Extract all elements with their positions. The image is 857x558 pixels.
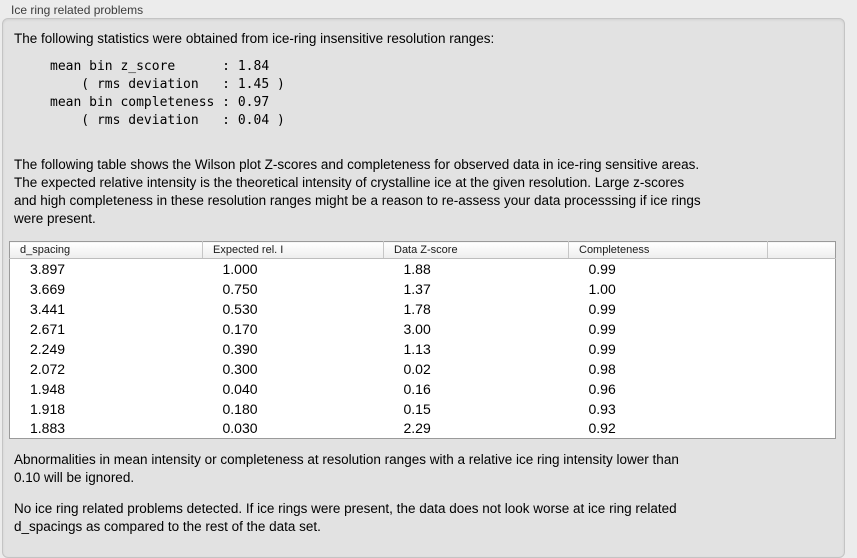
table-cell: 0.99 bbox=[588, 340, 616, 357]
table-cell: 0.99 bbox=[588, 320, 616, 337]
table-cell bbox=[768, 379, 836, 399]
table-cell: 0.99 bbox=[588, 260, 616, 277]
footnote-text: Abnormalities in mean intensity or compl… bbox=[14, 452, 679, 485]
table-cell: 1.88 bbox=[403, 260, 431, 277]
column-header-filler bbox=[767, 241, 836, 259]
table-body: 3.897 1.000 1.88 0.99 3.669 0.750 1.37 1.00 3.44… bbox=[10, 259, 836, 439]
table-cell: 0.93 bbox=[588, 400, 616, 417]
description-text: The following table shows the Wilson plo… bbox=[14, 157, 701, 226]
table-cell: 1.78 bbox=[403, 300, 431, 317]
table-row[interactable]: 3.669 0.750 1.37 1.00 bbox=[10, 279, 836, 299]
table-row[interactable]: 2.072 0.300 0.02 0.98 bbox=[10, 359, 836, 379]
group-box-label: Ice ring related problems bbox=[11, 3, 144, 17]
table-row[interactable]: 1.918 0.180 0.15 0.93 bbox=[10, 399, 836, 419]
table-cell: 0.98 bbox=[588, 360, 616, 377]
column-header[interactable]: Data Z-score bbox=[383, 241, 569, 259]
table-cell bbox=[768, 339, 836, 359]
conclusion-text: No ice ring related problems detected. I… bbox=[14, 501, 677, 534]
statistics-block: mean bin z_score : 1.84 ( rms deviation … bbox=[50, 59, 285, 128]
table-row[interactable]: 1.883 0.030 2.29 0.92 bbox=[10, 419, 836, 439]
table-cell: 1.948 bbox=[30, 380, 66, 397]
table-cell: 0.040 bbox=[222, 380, 258, 397]
table-cell: 0.030 bbox=[222, 420, 258, 437]
table-cell: 3.669 bbox=[30, 280, 66, 297]
table-cell: 3.00 bbox=[403, 320, 431, 337]
table-cell: 3.441 bbox=[30, 300, 66, 317]
table-cell: 0.180 bbox=[222, 400, 258, 417]
table-cell: 0.15 bbox=[403, 400, 431, 417]
table-cell: 1.000 bbox=[222, 260, 258, 277]
table-row[interactable]: 2.671 0.170 3.00 0.99 bbox=[10, 319, 836, 339]
table-cell: 3.897 bbox=[30, 260, 66, 277]
table-row[interactable]: 2.249 0.390 1.13 0.99 bbox=[10, 339, 836, 359]
table-cell: 1.918 bbox=[30, 400, 66, 417]
table-cell: 0.390 bbox=[222, 340, 258, 357]
table-cell: 0.96 bbox=[588, 380, 616, 397]
table-cell bbox=[768, 299, 836, 319]
table-cell: 0.92 bbox=[588, 420, 616, 437]
table-cell: 0.750 bbox=[222, 280, 258, 297]
column-header[interactable]: Completeness bbox=[568, 241, 768, 259]
table-cell: 2.29 bbox=[403, 420, 431, 437]
table-cell: 0.02 bbox=[403, 360, 431, 377]
table-cell: 0.170 bbox=[222, 320, 258, 337]
table-cell: 2.671 bbox=[30, 320, 66, 337]
table-cell: 0.16 bbox=[403, 380, 431, 397]
table-cell: 1.37 bbox=[403, 280, 431, 297]
table-cell: 2.249 bbox=[30, 340, 66, 357]
intro-text: The following statistics were obtained f… bbox=[14, 31, 495, 46]
table-cell: 1.13 bbox=[403, 340, 431, 357]
table-cell bbox=[768, 419, 836, 439]
column-header[interactable]: Expected rel. I bbox=[202, 241, 384, 259]
table-cell bbox=[768, 399, 836, 419]
table-cell: 0.300 bbox=[222, 360, 258, 377]
ice-ring-panel: The following statistics were obtained f… bbox=[2, 18, 845, 558]
table-header-row: d_spacing Expected rel. I Data Z-score Comp… bbox=[9, 241, 836, 259]
table-cell bbox=[768, 319, 836, 339]
table-cell: 0.530 bbox=[222, 300, 258, 317]
table-row[interactable]: 1.948 0.040 0.16 0.96 bbox=[10, 379, 836, 399]
table-row[interactable]: 3.897 1.000 1.88 0.99 bbox=[10, 259, 836, 279]
table-cell bbox=[768, 279, 836, 299]
table-cell: 0.99 bbox=[588, 300, 616, 317]
table-cell: 1.00 bbox=[588, 280, 616, 297]
table-cell bbox=[768, 359, 836, 379]
column-header[interactable]: d_spacing bbox=[9, 241, 203, 259]
table-cell: 2.072 bbox=[30, 360, 66, 377]
ice-ring-table[interactable]: d_spacing Expected rel. I Data Z-score Comp… bbox=[9, 241, 836, 439]
table-cell: 1.883 bbox=[30, 420, 66, 437]
table-row[interactable]: 3.441 0.530 1.78 0.99 bbox=[10, 299, 836, 319]
table-cell bbox=[768, 259, 836, 279]
